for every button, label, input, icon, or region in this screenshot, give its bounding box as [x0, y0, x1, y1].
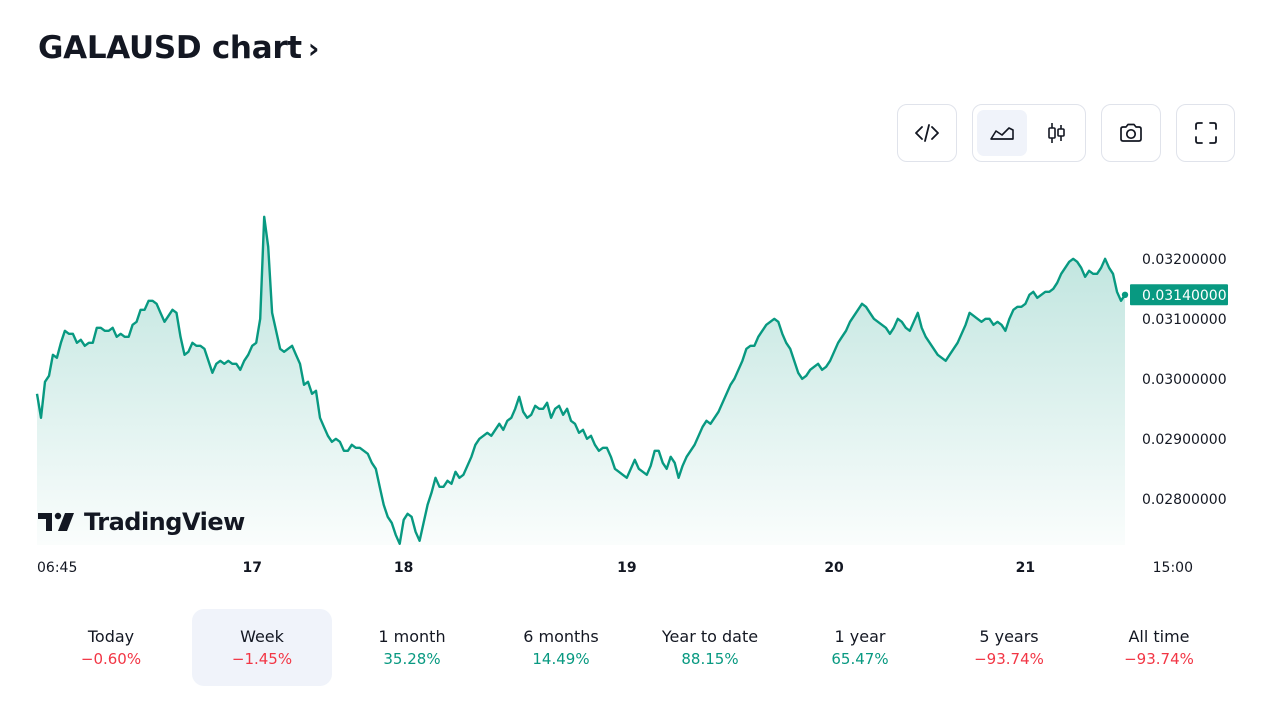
period-tab[interactable]: Today −0.60%: [41, 609, 181, 686]
period-label: Week: [240, 626, 284, 646]
period-change-value: −93.74%: [1124, 649, 1194, 668]
tradingview-watermark[interactable]: TradingView: [38, 508, 245, 536]
area-chart-button[interactable]: [977, 110, 1027, 156]
x-axis-tick-label: 18: [394, 560, 413, 576]
last-price-badge: 0.03140000: [1130, 284, 1228, 306]
period-label: Year to date: [661, 626, 759, 646]
period-change-value: −93.74%: [974, 649, 1044, 668]
period-change-value: −0.60%: [80, 649, 142, 668]
page-title: GALAUSD chart: [38, 30, 302, 66]
last-price-label: 0.03140000: [1142, 288, 1227, 304]
period-tab[interactable]: 5 years −93.74%: [939, 609, 1079, 686]
x-axis-tick-label: 20: [824, 560, 844, 576]
price-area-fill: [37, 216, 1125, 546]
chart-title-link[interactable]: GALAUSD chart ›: [38, 30, 319, 66]
y-axis-tick-label: 0.03200000: [1142, 252, 1227, 268]
period-label: 6 months: [523, 626, 599, 646]
code-embed-icon: [915, 124, 939, 142]
period-tab[interactable]: All time −93.74%: [1089, 609, 1229, 686]
period-label: 1 month: [378, 626, 446, 646]
period-tab[interactable]: 1 year 65.47%: [790, 609, 930, 686]
period-performance-tabs: Today −0.60% Week −1.45% 1 month 35.28% 6 mont…: [38, 609, 1238, 687]
y-axis-tick-label: 0.02800000: [1142, 492, 1227, 508]
period-change-value: 14.49%: [532, 649, 590, 668]
x-axis-tick-label: 15:00: [1153, 560, 1193, 576]
chevron-right-icon: ›: [307, 31, 320, 65]
last-price-dot: [1121, 291, 1129, 298]
y-axis-tick-label: 0.03100000: [1142, 312, 1227, 328]
price-chart-svg: 0.03200000 0.03100000 0.03000000 0.02900000…: [35, 215, 1228, 576]
price-line: [35, 215, 1126, 545]
tradingview-wordmark: TradingView: [84, 508, 245, 536]
period-change-value: −1.45%: [231, 649, 293, 668]
candlestick-icon: [1048, 123, 1065, 143]
embed-button[interactable]: [897, 104, 957, 162]
period-change-value: 88.15%: [681, 649, 739, 668]
y-axis-tick-label: 0.03000000: [1142, 372, 1227, 388]
chart-type-switcher: [972, 104, 1086, 162]
fullscreen-button[interactable]: [1176, 104, 1235, 162]
period-change-value: 35.28%: [383, 649, 441, 668]
x-axis-tick-label: 17: [242, 560, 261, 576]
period-tab[interactable]: 1 month 35.28%: [342, 609, 482, 686]
area-chart-icon: [990, 127, 1014, 140]
x-axis-tick-label: 06:45: [37, 560, 77, 576]
x-axis-tick-label: 21: [1016, 560, 1035, 576]
tradingview-logo-icon: [38, 512, 74, 531]
period-tab[interactable]: 6 months 14.49%: [491, 609, 631, 686]
period-label: Today: [87, 626, 135, 646]
x-axis-tick-label: 19: [617, 560, 636, 576]
candlestick-chart-button[interactable]: [1031, 110, 1081, 156]
screenshot-button[interactable]: [1101, 104, 1161, 162]
price-chart[interactable]: 0.03200000 0.03100000 0.03000000 0.02900000…: [0, 170, 1280, 590]
period-tab[interactable]: Year to date 88.15%: [640, 609, 780, 686]
period-tab[interactable]: Week −1.45%: [192, 609, 332, 686]
y-axis-tick-label: 0.02900000: [1142, 432, 1227, 448]
camera-icon: [1120, 123, 1142, 142]
period-label: All time: [1128, 626, 1190, 646]
fullscreen-icon: [1194, 122, 1217, 144]
period-label: 1 year: [834, 626, 886, 646]
period-change-value: 65.47%: [831, 649, 889, 668]
period-label: 5 years: [979, 626, 1039, 646]
